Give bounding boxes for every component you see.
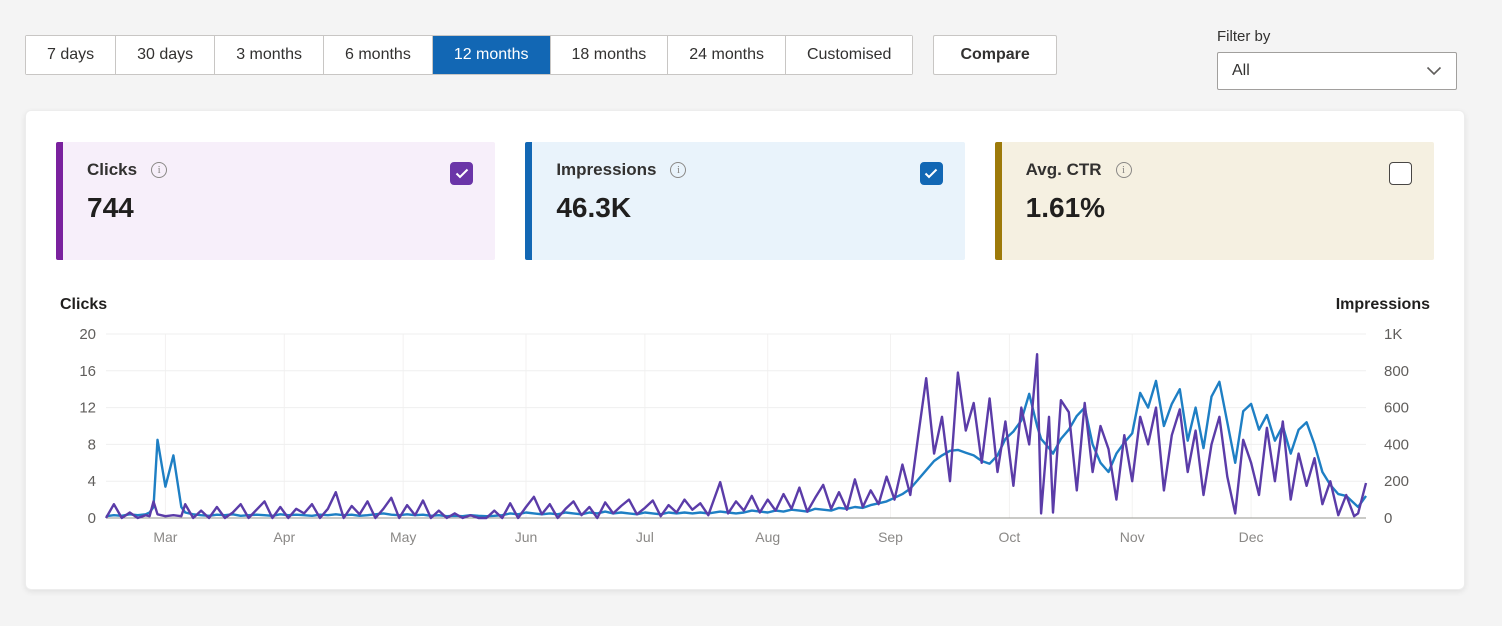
svg-text:0: 0 [1384,510,1392,527]
svg-text:8: 8 [88,436,96,453]
tab-customised[interactable]: Customised [785,36,913,74]
tab-3-months[interactable]: 3 months [215,36,324,74]
tab-24-months[interactable]: 24 months [668,36,786,74]
svg-text:Aug: Aug [755,529,780,545]
tab-30-days[interactable]: 30 days [116,36,216,74]
svg-text:Jun: Jun [515,529,538,545]
clicks-card[interactable]: Clicks i 744 [56,142,496,260]
avg-ctr-card-label: Avg. CTR [1025,160,1102,179]
impressions-checkbox[interactable] [919,162,943,185]
avg-ctr-card[interactable]: Avg. CTR i 1.61% [994,142,1434,260]
impressions-card[interactable]: Impressions i 46.3K [525,142,965,260]
chart-wrap: 0 0 4 200 8 400 12 600 16 800 20 1K Mar Apr May Jun Jul A… [56,320,1434,570]
tab-6-months[interactable]: 6 months [324,36,433,74]
info-icon[interactable]: i [1115,162,1132,178]
info-icon[interactable]: i [151,162,168,178]
metric-cards: Clicks i 744 Impressions i 46.3K Avg. CT… [56,142,1434,260]
impressions-value: 46.3K [556,192,632,223]
svg-text:Sep: Sep [878,529,903,545]
filter-by-value: All [1232,62,1250,79]
svg-text:4: 4 [88,473,96,490]
clicks-checkbox[interactable] [450,162,474,185]
tab-7-days[interactable]: 7 days [26,36,117,74]
date-range-tabs: 7 days 30 days 3 months 6 months 12 mont… [25,35,914,75]
chart-header: Clicks Impressions [60,296,1430,314]
svg-text:Oct: Oct [999,529,1021,545]
impressions-card-label: Impressions [556,160,657,179]
chevron-down-icon [1426,66,1442,76]
svg-text:Dec: Dec [1239,529,1264,545]
performance-panel: Clicks i 744 Impressions i 46.3K Avg. CT… [25,110,1465,590]
info-icon[interactable]: i [670,162,687,178]
compare-button[interactable]: Compare [933,35,1057,75]
svg-text:Nov: Nov [1120,529,1145,545]
svg-text:Jul: Jul [636,529,654,545]
avg-ctr-value: 1.61% [1025,192,1106,223]
svg-text:200: 200 [1384,473,1409,490]
svg-text:Apr: Apr [273,529,295,545]
svg-text:May: May [390,529,416,545]
svg-text:600: 600 [1384,400,1409,417]
tab-18-months[interactable]: 18 months [550,36,669,74]
filter-by: Filter by All [1217,28,1457,90]
performance-chart: 0 0 4 200 8 400 12 600 16 800 20 1K Mar Apr May Jun Jul A… [79,326,1409,545]
filter-by-dropdown[interactable]: All [1217,52,1457,90]
svg-text:12: 12 [79,400,96,417]
svg-text:800: 800 [1384,363,1409,380]
svg-text:1K: 1K [1384,326,1402,343]
clicks-card-label: Clicks [87,160,138,179]
avg-ctr-checkbox[interactable] [1388,162,1412,185]
svg-text:20: 20 [79,326,96,343]
toolbar: 7 days 30 days 3 months 6 months 12 mont… [0,0,1502,90]
right-axis-title: Impressions [1335,296,1430,313]
filter-by-label: Filter by [1217,28,1271,45]
svg-text:Mar: Mar [153,529,177,545]
tab-12-months[interactable]: 12 months [432,36,551,74]
svg-text:400: 400 [1384,436,1409,453]
clicks-value: 744 [87,192,134,223]
svg-text:16: 16 [79,363,96,380]
svg-text:0: 0 [88,510,96,527]
left-axis-title: Clicks [60,296,108,313]
